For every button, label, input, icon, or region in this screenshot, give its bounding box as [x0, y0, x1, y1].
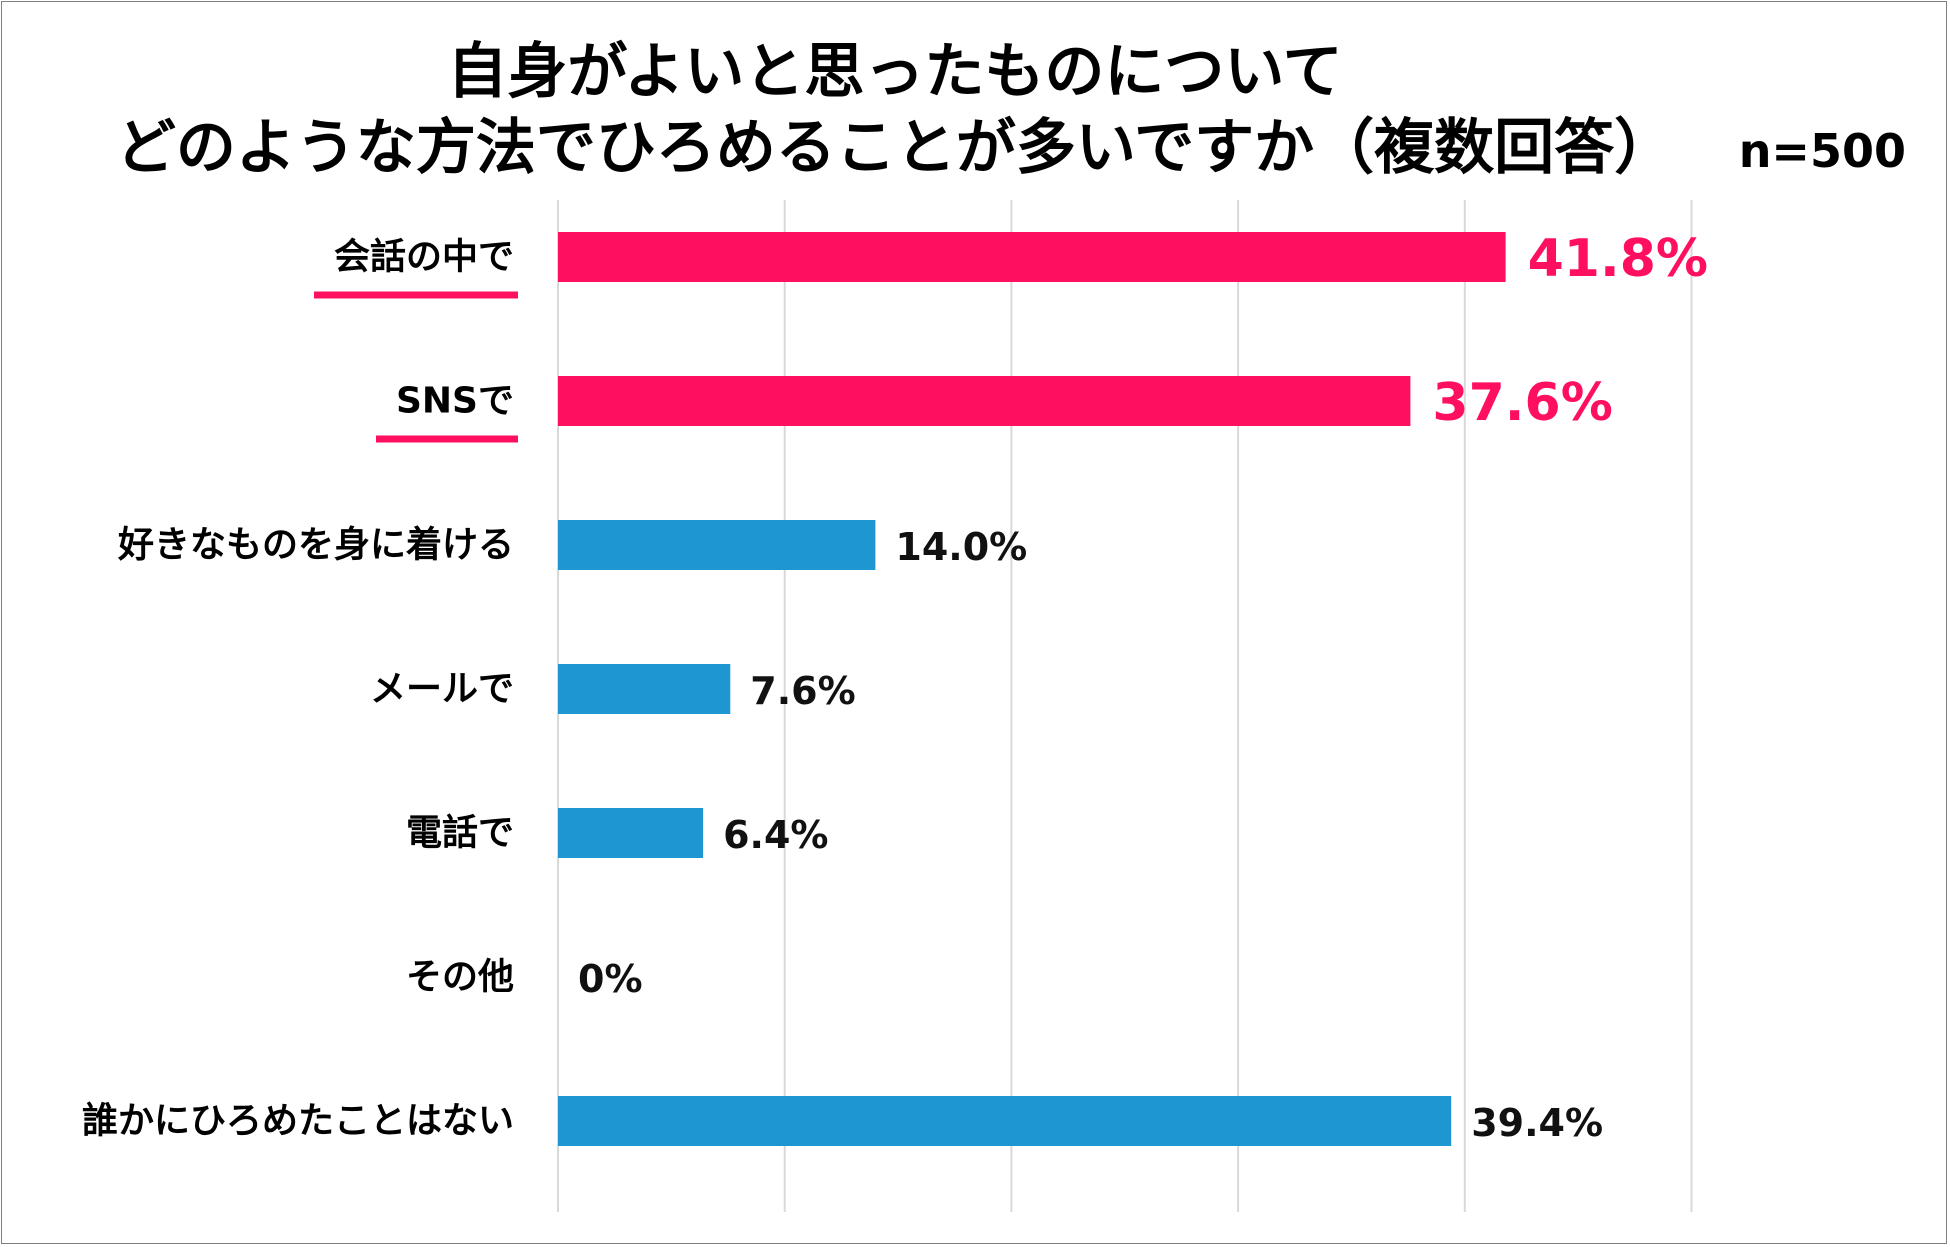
- value-label: 37.6%: [1432, 373, 1612, 433]
- category-label: 好きなものを身に着ける: [117, 525, 514, 566]
- bar: [558, 520, 876, 570]
- category-label: 会話の中で: [334, 237, 514, 278]
- bar: [558, 1096, 1452, 1146]
- category-label: SNSで: [396, 381, 514, 422]
- value-label: 7.6%: [750, 669, 855, 713]
- bar: [558, 232, 1506, 282]
- value-label: 41.8%: [1528, 229, 1708, 289]
- sample-size: n=500: [1738, 124, 1906, 178]
- chart-title-line1: 自身がよいと思ったものについて: [447, 37, 1343, 107]
- category-label: 電話で: [406, 813, 514, 854]
- value-label: 14.0%: [895, 525, 1027, 569]
- chart-title-line2: どのような方法でひろめることが多いですか（複数回答）: [115, 113, 1675, 183]
- value-label: 0%: [578, 957, 643, 1001]
- category-label: 誰かにひろめたことはない: [82, 1101, 514, 1142]
- bar: [558, 808, 704, 858]
- category-label: メールで: [370, 669, 514, 710]
- bar: [558, 376, 1411, 426]
- bar: [558, 664, 731, 714]
- value-label: 6.4%: [723, 813, 828, 857]
- value-label: 39.4%: [1471, 1101, 1603, 1145]
- category-label: その他: [406, 957, 514, 998]
